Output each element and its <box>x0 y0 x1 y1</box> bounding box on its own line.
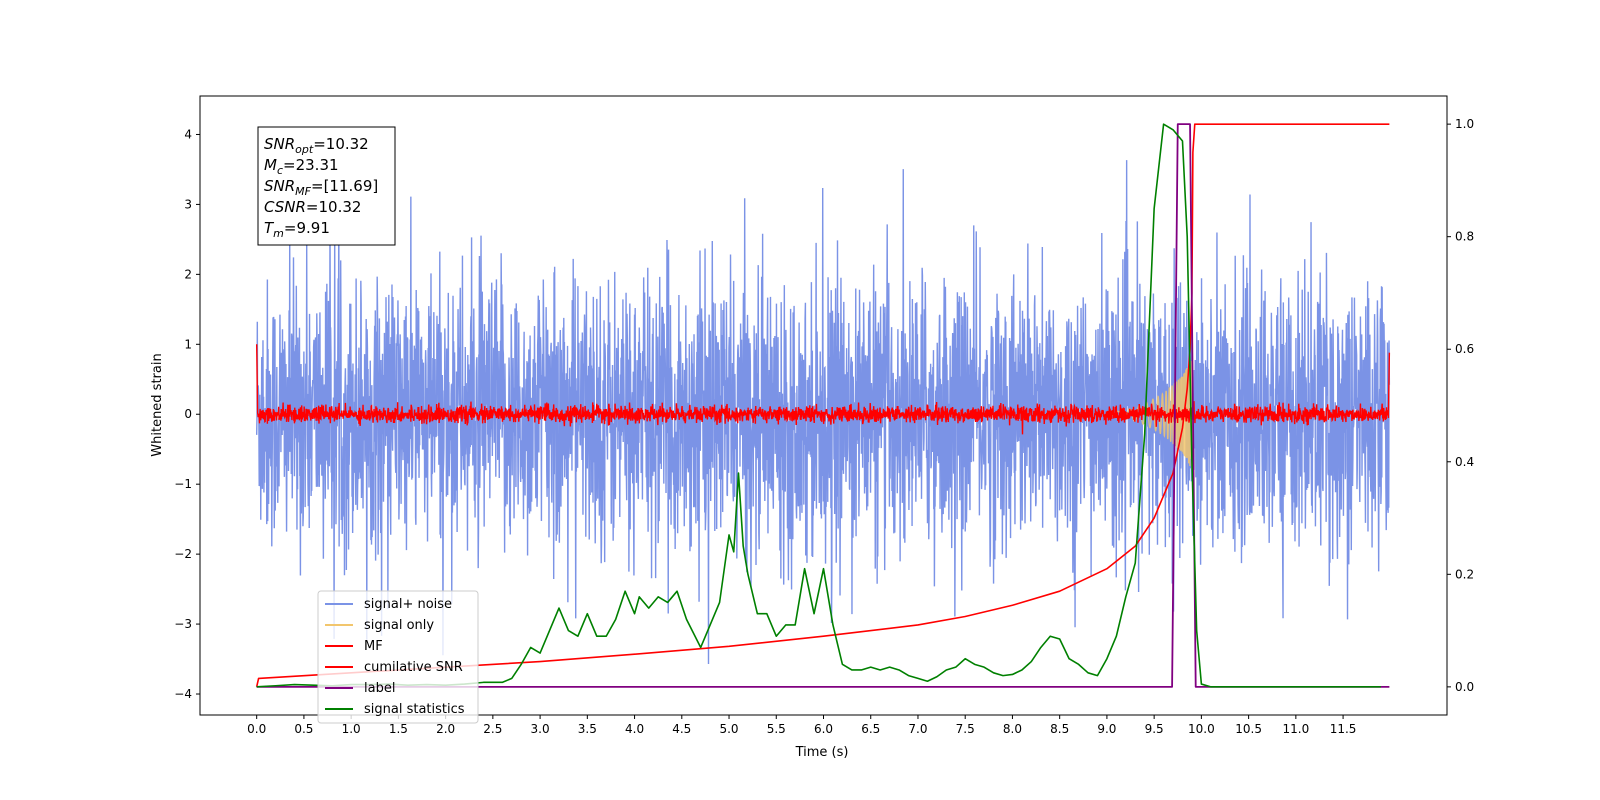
annotation-value: =[11.69] <box>311 177 378 195</box>
x-tick-label: 8.0 <box>1003 722 1022 736</box>
left-y-axis-label: Whitened strain <box>150 353 165 456</box>
annotation-value: =10.32 <box>313 135 369 153</box>
x-tick-label: 6.0 <box>814 722 833 736</box>
x-tick-label: 7.5 <box>956 722 975 736</box>
right-y-tick-label: 0.4 <box>1455 455 1474 469</box>
x-tick-label: 11.5 <box>1330 722 1357 736</box>
x-tick-label: 3.5 <box>578 722 597 736</box>
legend-label: cumilative SNR <box>364 660 463 675</box>
x-tick-label: 1.5 <box>389 722 408 736</box>
annotation-line: SNRopt=10.32 <box>264 135 369 156</box>
legend-label: signal statistics <box>364 702 465 717</box>
legend-label: MF <box>364 639 383 654</box>
left-y-tick-label: 1 <box>184 337 192 351</box>
annotation-symbol: M <box>264 156 277 174</box>
x-tick-label: 10.5 <box>1235 722 1262 736</box>
legend-label: signal only <box>364 618 434 633</box>
legend-frame <box>317 590 479 724</box>
x-tick-label: 2.5 <box>483 722 502 736</box>
left-y-tick-label: 4 <box>184 127 192 141</box>
annotation-subscript: MF <box>295 185 311 198</box>
legend-label: label <box>364 681 395 696</box>
annotation-symbol: SNR <box>264 135 295 153</box>
series-mf-line <box>255 344 1391 435</box>
right-y-tick-label: 0.6 <box>1455 342 1474 356</box>
annotation-subscript: opt <box>295 143 314 156</box>
x-tick-label: 6.5 <box>861 722 880 736</box>
annotation-subscript: m <box>273 227 284 240</box>
annotation-frame <box>257 126 396 246</box>
annotation-value: =23.31 <box>283 156 339 174</box>
x-tick-label: 4.0 <box>625 722 644 736</box>
left-y-tick-label: −1 <box>174 477 192 491</box>
x-tick-label: 5.5 <box>767 722 786 736</box>
x-tick-label: 3.0 <box>531 722 550 736</box>
annotation-line: Mc=23.31 <box>264 156 339 177</box>
x-tick-label: 9.0 <box>1097 722 1116 736</box>
x-tick-label: 11.0 <box>1282 722 1309 736</box>
series-cumulative-snr-line <box>255 123 1390 688</box>
x-tick-label: 8.5 <box>1050 722 1069 736</box>
x-tick-label: 7.0 <box>908 722 927 736</box>
annotation-symbol: CSNR <box>264 198 306 216</box>
right-y-tick-label: 0.0 <box>1455 680 1474 694</box>
left-y-axis-ticks: −4 −3 −2 −1 0 1 2 3 4 <box>174 127 200 701</box>
right-y-tick-label: 0.2 <box>1455 567 1474 581</box>
right-y-tick-label: 1.0 <box>1455 117 1474 131</box>
right-y-axis-ticks: 0.0 0.2 0.4 0.6 0.8 1.0 <box>1447 117 1474 694</box>
x-tick-label: 2.0 <box>436 722 455 736</box>
x-tick-label: 10.0 <box>1188 722 1215 736</box>
left-y-tick-label: 2 <box>184 267 192 281</box>
left-y-tick-label: −3 <box>174 617 192 631</box>
x-axis-label: Time (s) <box>795 745 849 760</box>
x-tick-label: 5.0 <box>719 722 738 736</box>
stats-annotation-box: SNRopt=10.32Mc=23.31SNRMF=[11.69]CSNR=10… <box>257 126 396 246</box>
plot-area <box>255 123 1391 688</box>
x-tick-label: 9.5 <box>1145 722 1164 736</box>
x-tick-label: 1.0 <box>342 722 361 736</box>
right-y-tick-label: 0.8 <box>1455 230 1474 244</box>
x-axis-ticks: 0.0 0.5 1.0 1.5 2.0 2.5 3.0 3.5 4.0 4.5 5.0 5.5 6.0 6… <box>247 715 1356 736</box>
annotation-symbol: SNR <box>264 177 295 195</box>
left-y-tick-label: −2 <box>174 547 192 561</box>
annotation-symbol: T <box>264 219 275 237</box>
legend: signal+ noise signal only MF cumilative SNR… <box>317 590 479 724</box>
x-tick-label: 4.5 <box>672 722 691 736</box>
legend-label: signal+ noise <box>364 597 452 612</box>
x-tick-label: 0.5 <box>294 722 313 736</box>
series-signal-statistics-line <box>256 123 1381 688</box>
annotation-line: Tm=9.91 <box>264 219 330 240</box>
left-y-tick-label: −4 <box>174 687 192 701</box>
left-y-tick-label: 0 <box>184 407 192 421</box>
left-y-tick-label: 3 <box>184 197 192 211</box>
annotation-line: CSNR=10.32 <box>264 198 361 216</box>
annotation-subscript: c <box>277 164 283 177</box>
annotation-value: =9.91 <box>284 219 330 237</box>
annotation-line: SNRMF=[11.69] <box>264 177 378 198</box>
annotation-value: =10.32 <box>306 198 362 216</box>
x-tick-label: 0.0 <box>247 722 266 736</box>
